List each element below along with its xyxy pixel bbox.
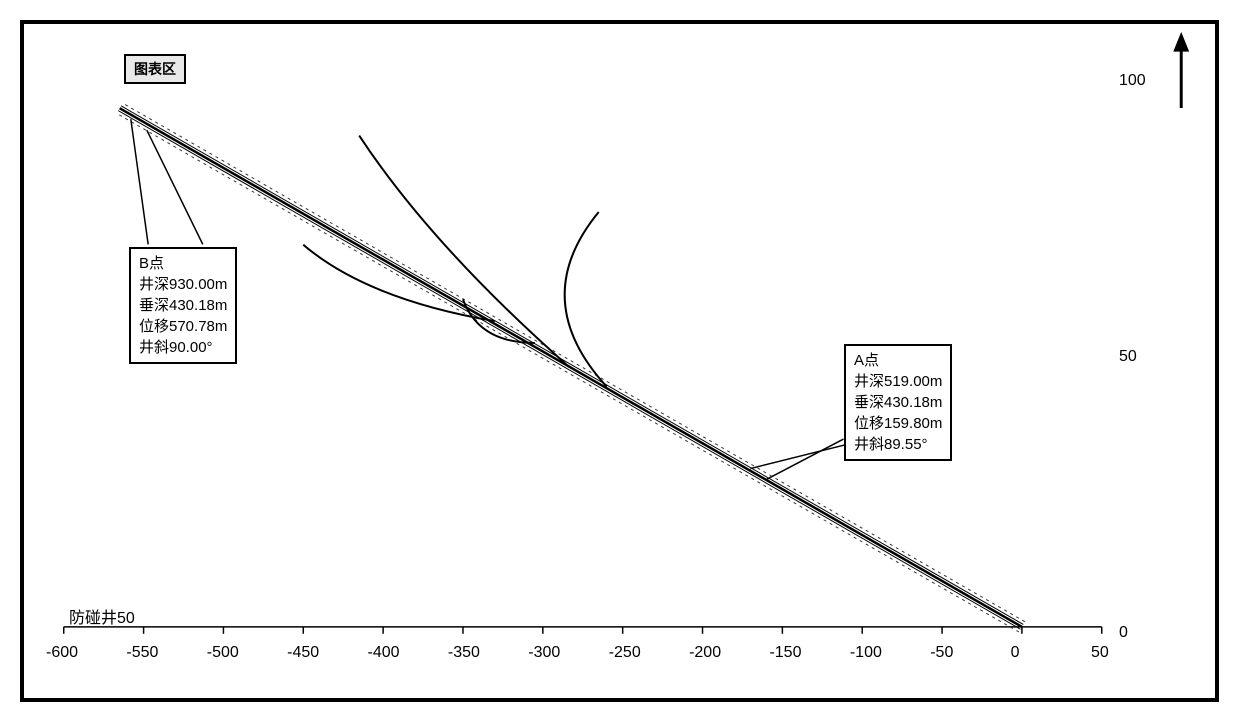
x-tick-label: -150	[769, 644, 801, 662]
y-tick-label: 0	[1119, 624, 1128, 642]
callout-a-line0: 井深519.00m	[854, 371, 942, 392]
callout-b-title: B点	[139, 253, 227, 274]
callout-box-a: A点 井深519.00m 垂深430.18m 位移159.80m 井斜89.55…	[844, 344, 952, 461]
callout-a-title: A点	[854, 350, 942, 371]
y-tick-label: 100	[1119, 72, 1146, 90]
chart-frame: 图表区 B点 井深930.00m 垂深430.18m 位移570.78m 井斜9…	[20, 20, 1219, 702]
x-tick-label: -400	[368, 644, 400, 662]
x-tick-label: 50	[1091, 644, 1109, 662]
x-tick-label: -100	[850, 644, 882, 662]
x-tick-label: -550	[126, 644, 158, 662]
x-tick-label: -350	[448, 644, 480, 662]
x-tick-label: -50	[930, 644, 953, 662]
x-tick-label: -250	[609, 644, 641, 662]
callout-a-line3: 井斜89.55°	[854, 434, 942, 455]
callout-b-line2: 位移570.78m	[139, 316, 227, 337]
x-tick-label: -600	[46, 644, 78, 662]
x-tick-label: 0	[1011, 644, 1020, 662]
legend-box: 图表区	[124, 54, 186, 84]
callout-b-line3: 井斜90.00°	[139, 337, 227, 358]
callout-b-line1: 垂深430.18m	[139, 295, 227, 316]
legend-label: 图表区	[134, 61, 176, 77]
bottom-left-label: 防碰井50	[69, 604, 135, 628]
x-tick-label: -300	[528, 644, 560, 662]
callout-a-line1: 垂深430.18m	[854, 392, 942, 413]
y-tick-label: 50	[1119, 348, 1137, 366]
callout-b-line0: 井深930.00m	[139, 274, 227, 295]
x-tick-label: -450	[287, 644, 319, 662]
x-tick-label: -200	[689, 644, 721, 662]
callout-box-b: B点 井深930.00m 垂深430.18m 位移570.78m 井斜90.00…	[129, 247, 237, 364]
x-tick-label: -500	[207, 644, 239, 662]
callout-a-line2: 位移159.80m	[854, 413, 942, 434]
